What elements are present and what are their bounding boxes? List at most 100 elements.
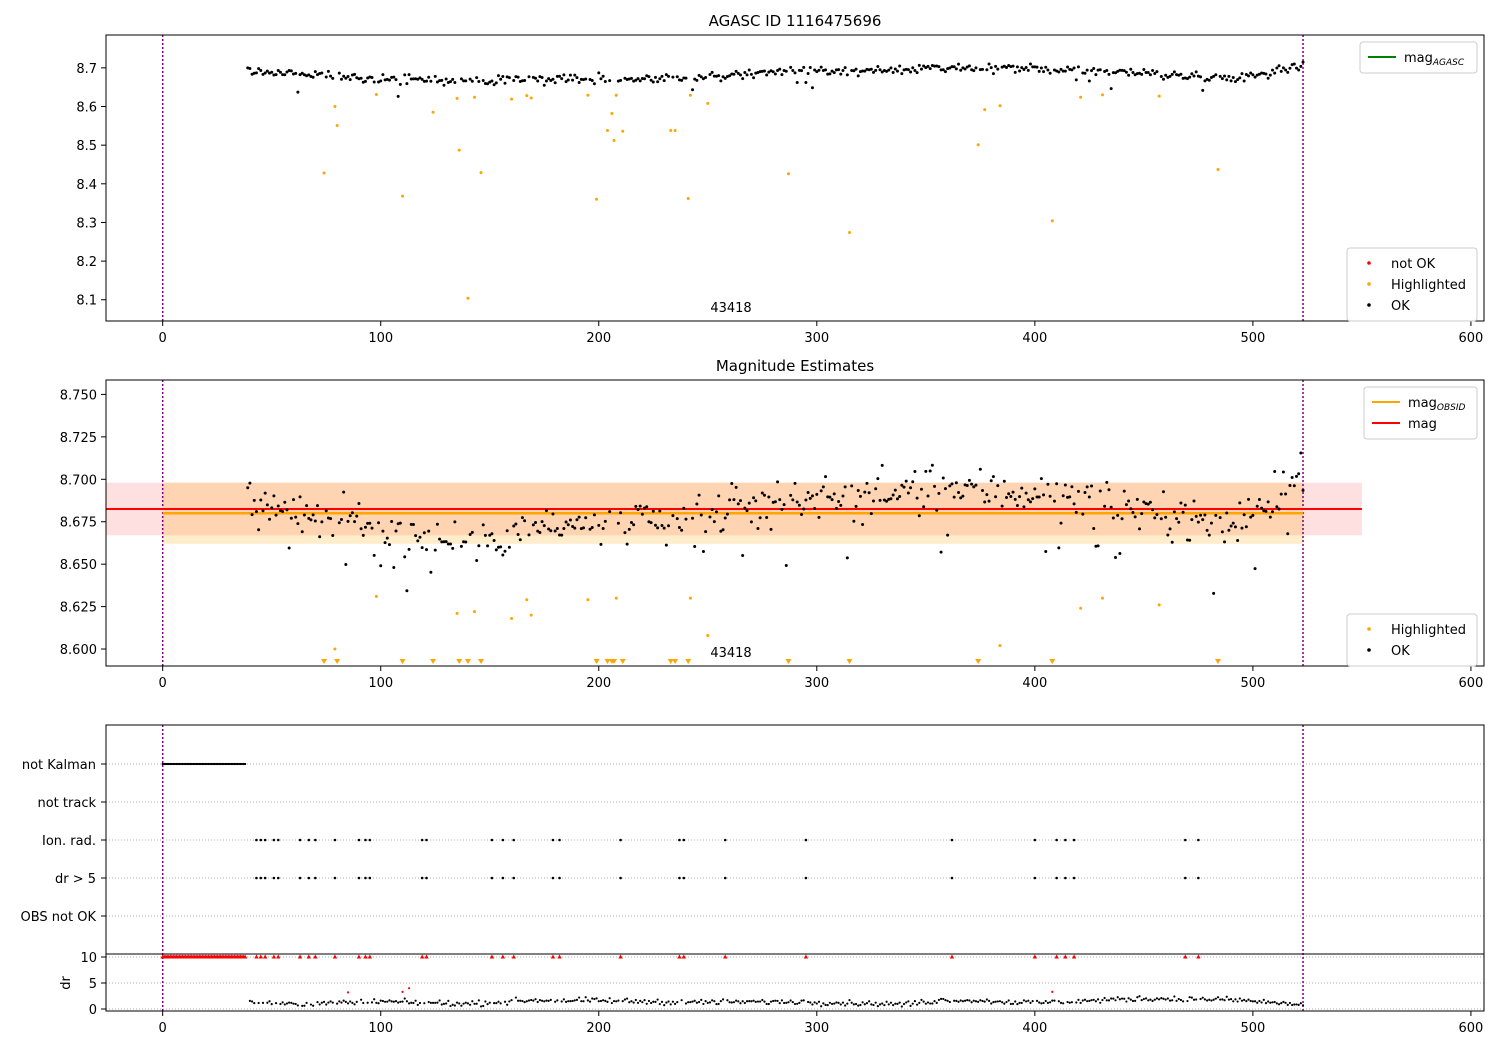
ok-point: [520, 79, 524, 83]
ok-point: [651, 509, 655, 513]
ok-point: [1233, 525, 1237, 529]
dr-point: [340, 1001, 343, 1004]
dr-point: [479, 1005, 483, 1008]
ok-point: [1281, 470, 1285, 474]
ok-point: [331, 534, 335, 538]
ok-point: [1061, 69, 1065, 73]
ok-point: [841, 69, 845, 73]
ion-rad-point: [1197, 838, 1200, 842]
dr-point: [604, 999, 607, 1002]
dr-point: [586, 999, 589, 1002]
ok-point: [547, 527, 551, 531]
ok-point: [1284, 68, 1288, 72]
dr-point: [1225, 995, 1228, 998]
ok-point: [699, 75, 703, 79]
panel-agasc-xtick-label-0: 0: [159, 331, 167, 346]
ok-point: [824, 475, 828, 479]
dr-point: [1147, 999, 1150, 1002]
dr-point: [835, 1001, 838, 1004]
dr-point: [977, 1000, 980, 1003]
highlighted-point: [466, 296, 470, 300]
dr-point: [436, 1001, 439, 1004]
ok-point: [496, 74, 500, 78]
ok-point: [549, 79, 553, 83]
ok-point: [806, 490, 810, 494]
dr-point: [839, 1003, 842, 1006]
ok-point: [843, 485, 847, 489]
ok-point: [372, 553, 376, 557]
dr-point: [327, 1001, 330, 1004]
ok-point: [442, 83, 446, 87]
ok-point: [876, 477, 880, 481]
ok-point: [285, 70, 289, 74]
dr-point: [918, 1001, 921, 1004]
highlighted-point: [686, 196, 690, 200]
ok-point: [1085, 68, 1089, 72]
ok-point: [492, 539, 496, 543]
dr-point: [1075, 1001, 1078, 1004]
ok-point: [1181, 510, 1185, 514]
ok-point: [773, 500, 777, 504]
dr-point: [769, 1000, 773, 1003]
ok-point: [1240, 526, 1244, 530]
ok-point: [893, 67, 897, 71]
dr-point: [763, 1000, 766, 1003]
ok-point: [662, 79, 666, 83]
dr-point: [1297, 1003, 1300, 1007]
ok-point: [429, 79, 433, 83]
dr-point: [394, 1000, 398, 1003]
dr-point: [1044, 999, 1047, 1003]
dr-point: [931, 1002, 934, 1005]
ok-point: [845, 73, 849, 77]
ok-point: [1122, 69, 1126, 73]
ok-point: [1122, 489, 1126, 493]
ok-point: [1007, 492, 1011, 496]
dr-point: [615, 1000, 618, 1003]
ok-point: [1046, 68, 1050, 72]
ok-point: [1277, 64, 1281, 68]
ok-point: [1172, 70, 1176, 74]
highlighted-point: [529, 96, 533, 100]
dr-point: [1053, 999, 1056, 1002]
dr-capped-marker: [1054, 954, 1059, 959]
not-kalman-point: [184, 762, 187, 766]
dr-point: [309, 1003, 313, 1006]
ok-point: [743, 71, 747, 75]
ok-point: [414, 534, 418, 538]
ok-point: [752, 76, 756, 80]
ok-point: [1286, 532, 1290, 536]
not-kalman-point: [237, 762, 241, 766]
dr-point: [632, 1001, 635, 1004]
dr-capped-marker: [424, 954, 429, 959]
ok-point: [815, 70, 819, 74]
ok-point: [638, 504, 642, 508]
panel-agasc-ytick-label-1: 8.2: [76, 255, 97, 270]
dr-point: [1188, 996, 1191, 999]
not-kalman-point: [163, 762, 166, 766]
ok-point: [1011, 64, 1015, 68]
ok-point: [1209, 76, 1213, 80]
ok-point: [433, 74, 437, 78]
ok-point: [599, 77, 603, 81]
dr-point: [711, 999, 714, 1002]
ok-point: [1018, 69, 1022, 73]
ok-point: [1059, 521, 1063, 525]
ok-point: [599, 542, 603, 546]
ok-point: [904, 67, 908, 71]
ok-point: [425, 79, 429, 83]
ok-point: [1183, 503, 1187, 507]
ok-point: [710, 70, 714, 74]
ok-point: [597, 523, 601, 527]
ok-point: [1015, 504, 1019, 508]
panel-flags-plot-area: [106, 725, 1484, 1011]
panel-agasc-ytick-label-4: 8.5: [76, 139, 97, 154]
ok-point: [1290, 476, 1294, 480]
panel-agasc-xtick-label-4: 400: [1022, 331, 1047, 346]
ok-point: [1004, 496, 1008, 500]
ok-point: [1281, 66, 1285, 70]
dr-point: [660, 1000, 664, 1003]
not-kalman-point: [190, 762, 193, 766]
ok-point: [939, 550, 943, 554]
dr-gt-5-point: [1055, 876, 1058, 880]
